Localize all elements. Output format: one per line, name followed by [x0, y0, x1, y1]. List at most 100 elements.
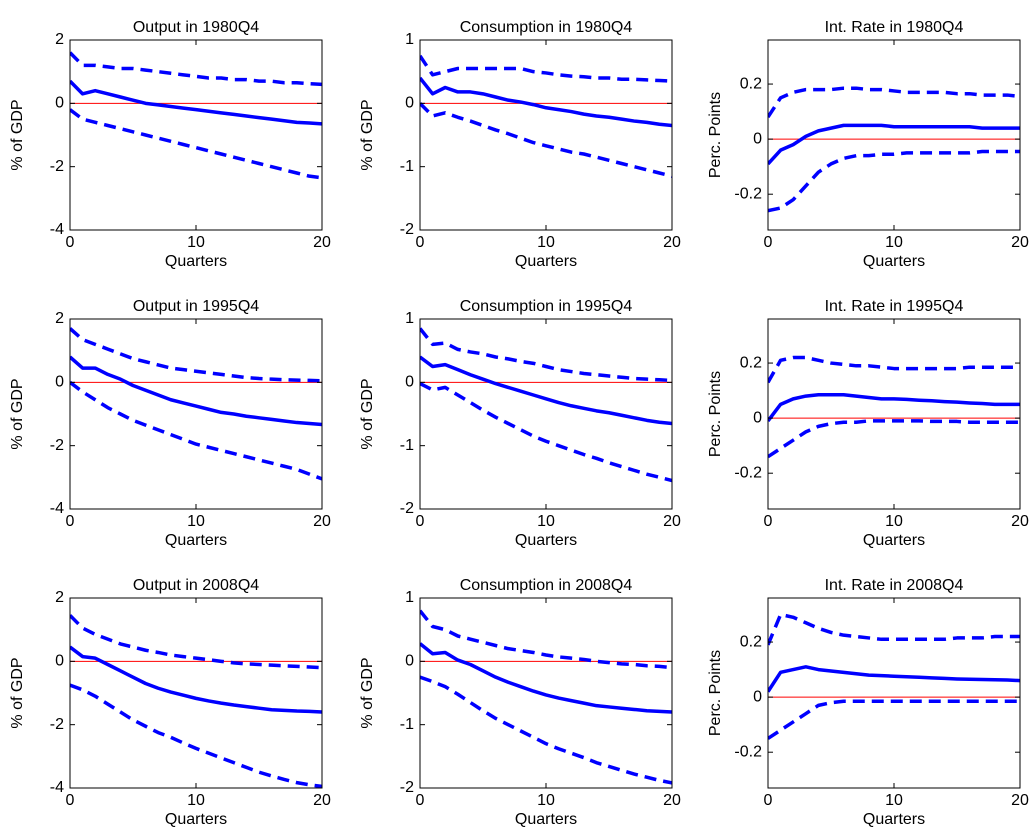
series-line: [420, 609, 672, 670]
y-tick-label: 0: [55, 95, 64, 112]
x-tick-label: 0: [764, 234, 773, 251]
y-tick-label: 0.2: [740, 75, 762, 92]
x-tick-label: 0: [416, 792, 425, 809]
y-axis-label: % of GDP: [359, 378, 376, 449]
x-tick-label: 20: [663, 513, 681, 530]
series-line: [768, 392, 1020, 422]
y-tick-label: -2: [50, 716, 64, 733]
subplot-title: Int. Rate in 2008Q4: [825, 577, 964, 594]
x-tick-label: 20: [1011, 792, 1029, 809]
y-tick-label: -2: [50, 437, 64, 454]
x-axis-label: Quarters: [515, 811, 577, 828]
series-line: [768, 86, 1020, 119]
y-tick-label: -4: [50, 500, 64, 517]
axes-box: [767, 597, 1021, 789]
y-tick-label: 2: [55, 589, 64, 606]
x-tick-label: 10: [537, 513, 555, 530]
series-line: [70, 51, 322, 87]
y-tick-label: -2: [400, 779, 414, 796]
y-axis-label: Perc. Points: [707, 371, 724, 457]
y-axis-label: % of GDP: [359, 99, 376, 170]
series-line: [70, 108, 322, 180]
series-line: [420, 675, 672, 785]
x-tick-label: 0: [66, 234, 75, 251]
x-tick-label: 20: [313, 234, 331, 251]
x-tick-label: 0: [416, 234, 425, 251]
series-line: [420, 642, 672, 714]
x-axis-label: Quarters: [515, 532, 577, 549]
y-tick-label: -0.2: [734, 743, 762, 760]
x-axis-label: Quarters: [165, 253, 227, 270]
y-tick-label: -2: [400, 500, 414, 517]
series-line: [70, 355, 322, 427]
y-tick-label: 1: [405, 589, 414, 606]
y-tick-label: 1: [405, 310, 414, 327]
x-tick-label: 10: [885, 513, 903, 530]
x-tick-label: 0: [764, 792, 773, 809]
series-line: [70, 645, 322, 714]
x-axis-label: Quarters: [515, 253, 577, 270]
subplot-title: Int. Rate in 1995Q4: [825, 298, 964, 315]
y-tick-label: 0.2: [740, 354, 762, 371]
series-line: [420, 355, 672, 426]
x-tick-label: 20: [313, 513, 331, 530]
x-tick-label: 0: [66, 792, 75, 809]
y-tick-label: -1: [400, 158, 414, 175]
axes-box: [767, 318, 1021, 510]
y-tick-label: 2: [55, 310, 64, 327]
y-tick-label: 0: [405, 653, 414, 670]
series-line: [768, 355, 1020, 384]
x-axis-label: Quarters: [863, 253, 925, 270]
series-line: [70, 380, 322, 481]
x-tick-label: 20: [663, 792, 681, 809]
x-tick-label: 10: [885, 792, 903, 809]
series-line: [768, 699, 1020, 740]
subplot-title: Output in 1995Q4: [133, 298, 259, 315]
y-tick-label: 0: [405, 374, 414, 391]
y-tick-label: 0: [753, 409, 762, 426]
series-line: [768, 419, 1020, 459]
series-line: [70, 327, 322, 383]
y-tick-label: 0: [753, 130, 762, 147]
x-tick-label: 20: [1011, 513, 1029, 530]
series-line: [420, 54, 672, 83]
subplot-title: Consumption in 1980Q4: [460, 19, 633, 36]
series-line: [768, 612, 1020, 646]
y-tick-label: -2: [50, 158, 64, 175]
x-axis-label: Quarters: [165, 532, 227, 549]
y-tick-label: 0: [55, 653, 64, 670]
y-axis-label: Perc. Points: [707, 92, 724, 178]
subplot-title: Int. Rate in 1980Q4: [825, 19, 964, 36]
x-tick-label: 0: [66, 513, 75, 530]
series-line: [768, 123, 1020, 166]
series-line: [70, 614, 322, 670]
y-tick-label: -2: [400, 221, 414, 238]
x-tick-label: 10: [187, 513, 205, 530]
series-line: [420, 76, 672, 128]
y-tick-label: 0: [55, 374, 64, 391]
y-tick-label: -1: [400, 716, 414, 733]
x-tick-label: 10: [537, 792, 555, 809]
y-tick-label: 0: [405, 95, 414, 112]
series-line: [768, 665, 1020, 693]
x-tick-label: 10: [187, 234, 205, 251]
y-tick-label: -4: [50, 779, 64, 796]
y-axis-label: % of GDP: [9, 378, 26, 449]
x-tick-label: 20: [663, 234, 681, 251]
series-line: [420, 327, 672, 383]
series-line: [70, 683, 322, 788]
subplot-title: Output in 1980Q4: [133, 19, 259, 36]
y-tick-label: -0.2: [734, 185, 762, 202]
x-tick-label: 20: [313, 792, 331, 809]
subplot-title: Consumption in 2008Q4: [460, 577, 633, 594]
y-tick-label: -0.2: [734, 464, 762, 481]
y-tick-label: 0: [753, 688, 762, 705]
y-tick-label: 2: [55, 31, 64, 48]
y-axis-label: % of GDP: [359, 657, 376, 728]
x-tick-label: 10: [537, 234, 555, 251]
subplot-title: Output in 2008Q4: [133, 577, 259, 594]
y-tick-label: -1: [400, 437, 414, 454]
series-line: [420, 102, 672, 178]
x-axis-label: Quarters: [863, 811, 925, 828]
series-line: [70, 79, 322, 126]
